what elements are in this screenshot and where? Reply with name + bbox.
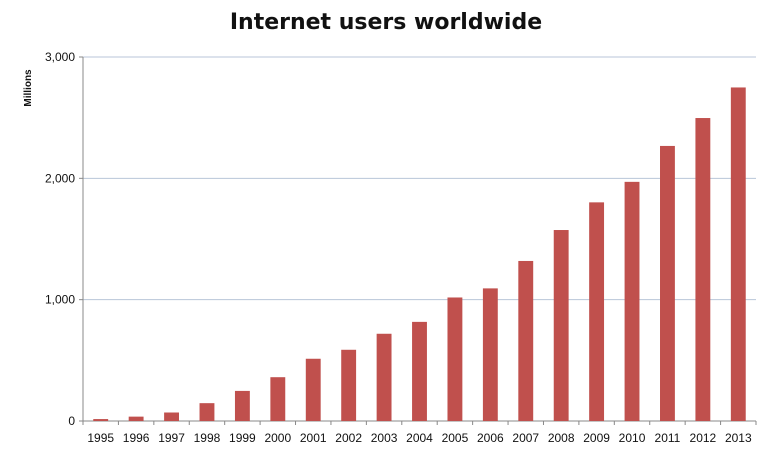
- bar-2003: [376, 333, 392, 421]
- bar-1999: [234, 390, 250, 421]
- bar-2009: [589, 202, 605, 421]
- x-tick-label-2005: 2005: [442, 431, 469, 445]
- x-tick-label-2000: 2000: [264, 431, 291, 445]
- x-tick-label-1996: 1996: [123, 431, 150, 445]
- bar-1996: [128, 416, 144, 421]
- x-tick-labels: 1995 1996 1997 1998 1999 2000 2001 2002 2003 2004…: [87, 431, 752, 445]
- x-tick-label-2008: 2008: [548, 431, 575, 445]
- x-tick-label-1999: 1999: [229, 431, 256, 445]
- x-tick-label-2011: 2011: [655, 431, 681, 445]
- x-tick-label-2009: 2009: [583, 431, 610, 445]
- x-tick-label-1998: 1998: [194, 431, 221, 445]
- x-tick-label-2001: 2001: [300, 431, 327, 445]
- bar-1995: [93, 419, 109, 421]
- bar-2011: [660, 145, 675, 422]
- bar-2001: [305, 358, 321, 421]
- bar-1998: [199, 403, 215, 421]
- x-tick-label-2006: 2006: [477, 431, 504, 445]
- y-axis-title: Millions: [23, 69, 34, 107]
- y-tick-label: 3,000: [45, 50, 75, 64]
- bars: [93, 87, 746, 422]
- y-tick-labels: 0 1,000 2,000 3,000: [45, 50, 75, 428]
- y-tick-label: 1,000: [45, 293, 75, 307]
- y-tick-label: 0: [68, 414, 75, 428]
- chart-title: Internet users worldwide: [229, 10, 543, 35]
- x-tick-label-1997: 1997: [158, 431, 185, 445]
- x-tick-label-2013: 2013: [725, 431, 752, 445]
- x-tick-label-2012: 2012: [690, 431, 717, 445]
- x-tick-label-2003: 2003: [371, 431, 398, 445]
- x-tick-label-1995: 1995: [87, 431, 114, 445]
- y-tick-label: 2,000: [45, 171, 75, 185]
- x-tick-label-2004: 2004: [406, 431, 433, 445]
- x-tick-label-2010: 2010: [619, 431, 646, 445]
- x-tick-label-2007: 2007: [512, 431, 539, 445]
- bar-2012: [695, 118, 711, 421]
- bar-2008: [553, 230, 569, 421]
- bar-2013: [730, 87, 746, 422]
- bar-2000: [270, 377, 286, 421]
- bar-2006: [482, 288, 498, 421]
- bar-2002: [341, 349, 357, 421]
- gridlines: [83, 56, 756, 301]
- bar-1997: [164, 412, 179, 421]
- bar-2010: [624, 181, 640, 421]
- x-tick-label-2002: 2002: [335, 431, 362, 445]
- bar-2004: [412, 321, 427, 421]
- bar-2007: [518, 260, 534, 421]
- bar-2005: [447, 297, 463, 421]
